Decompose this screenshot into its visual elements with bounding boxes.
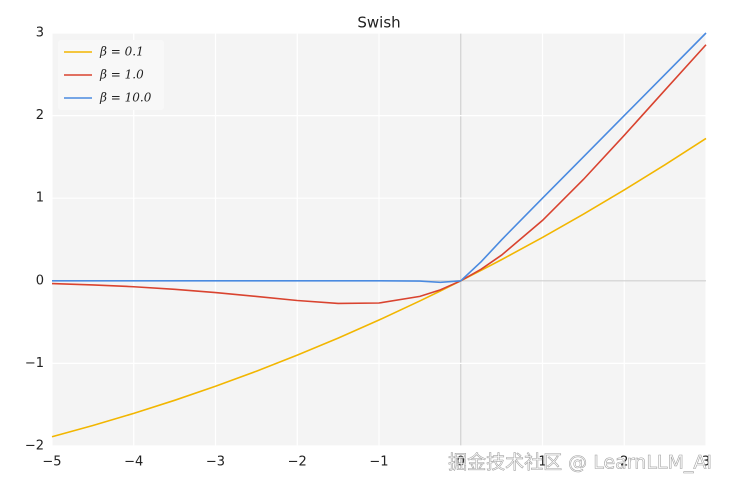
watermark: 掘金技术社区 @ LearnLLM_AI [448, 452, 712, 474]
x-tick-label: 2 [620, 455, 628, 470]
y-tick-label: −2 [25, 439, 44, 454]
y-tick-label: 3 [36, 26, 44, 41]
legend-label: β = 1.0 [99, 68, 144, 82]
series-line [52, 32, 707, 284]
x-tick-label: 0 [457, 455, 465, 470]
y-tick-label: 0 [36, 273, 44, 288]
x-tick-label: −4 [124, 455, 143, 470]
series-line [51, 137, 707, 438]
chart-title: Swish [357, 14, 400, 32]
x-tick-label: −1 [369, 455, 388, 470]
y-tick-label: −1 [25, 356, 44, 371]
x-tick-label: −2 [288, 455, 307, 470]
series-line [51, 44, 707, 305]
x-tick-label: −5 [42, 455, 61, 470]
legend-label: β = 10.0 [99, 91, 152, 105]
legend-label: β = 0.1 [99, 45, 144, 59]
x-tick-label: −3 [206, 455, 225, 470]
x-tick-label: 1 [538, 455, 546, 470]
y-tick-label: 1 [36, 191, 44, 206]
y-tick-label: 2 [36, 108, 44, 123]
x-tick-label: 3 [702, 455, 710, 470]
legend-box [58, 40, 164, 110]
